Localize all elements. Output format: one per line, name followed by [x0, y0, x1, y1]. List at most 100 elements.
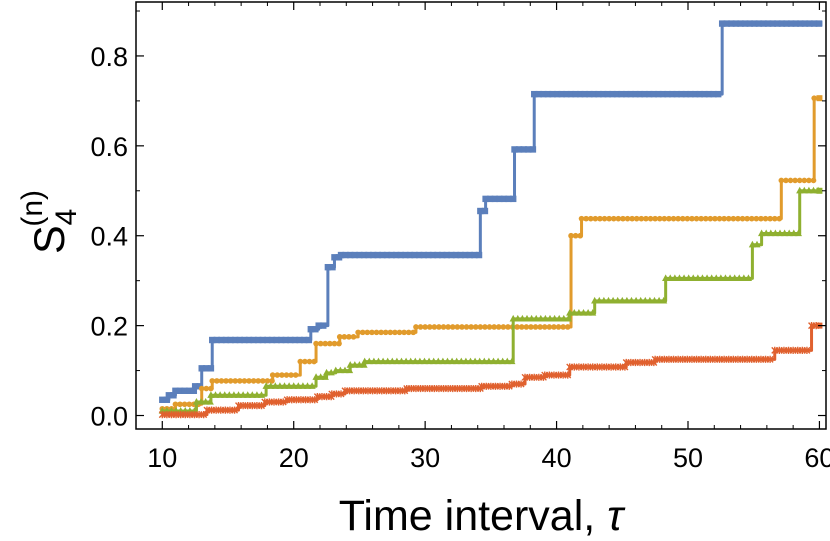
series-marker [597, 215, 603, 222]
series-marker [701, 90, 708, 98]
series-marker [523, 314, 531, 322]
series-marker [471, 357, 479, 365]
series-marker [664, 90, 671, 98]
series-marker [279, 398, 287, 406]
series-marker [797, 20, 804, 27]
series-marker [436, 324, 442, 330]
series-marker [591, 296, 599, 304]
series-marker [320, 322, 327, 329]
series-marker [517, 380, 525, 388]
series-marker [311, 358, 317, 365]
series-marker [660, 296, 668, 304]
series-marker [806, 20, 813, 27]
series-marker [703, 274, 711, 282]
series-marker [448, 251, 455, 259]
series-marker [416, 357, 424, 365]
series-marker [551, 314, 559, 322]
series-marker [564, 371, 572, 379]
series-marker [816, 187, 823, 194]
series-marker [443, 357, 452, 365]
series-marker [209, 378, 216, 384]
series-marker [592, 215, 599, 222]
series-marker [218, 378, 225, 384]
series-marker [241, 378, 248, 384]
series-marker [606, 215, 612, 222]
series-marker [208, 385, 214, 392]
series-marker [702, 215, 709, 222]
series-marker [225, 391, 233, 398]
series-marker [397, 251, 405, 259]
series-marker [613, 90, 621, 98]
series-marker [276, 382, 284, 389]
series-marker [322, 368, 331, 376]
series-marker [355, 329, 361, 336]
x-tick-label: 30 [410, 443, 440, 473]
series-marker [801, 177, 808, 184]
series-marker [673, 90, 681, 98]
series-marker [659, 90, 667, 98]
series-marker [638, 215, 645, 222]
series-marker [387, 329, 394, 336]
series-marker [331, 254, 338, 261]
series-marker [520, 146, 527, 153]
series-marker [321, 373, 329, 380]
series-marker [336, 366, 344, 374]
series-marker [259, 336, 267, 344]
series-marker [505, 195, 512, 203]
series-marker [537, 324, 543, 330]
series-marker [650, 296, 659, 304]
series-marker [776, 229, 784, 237]
series-marker [364, 329, 371, 336]
series-marker [800, 186, 808, 194]
series-marker [264, 336, 271, 344]
series-marker [468, 324, 474, 330]
series-marker [510, 195, 517, 203]
series-marker [739, 215, 746, 222]
series-marker [794, 229, 802, 237]
series-marker [374, 357, 383, 365]
series-marker [728, 20, 735, 27]
series-marker [805, 186, 813, 194]
series-marker [577, 232, 584, 239]
series-marker [181, 401, 188, 408]
series-marker [764, 20, 772, 27]
series-marker [632, 90, 639, 98]
series-marker [222, 336, 230, 344]
series-marker [422, 324, 428, 330]
series-marker [776, 215, 783, 222]
series-marker [294, 382, 302, 389]
series-marker [560, 324, 566, 330]
series-marker [384, 357, 392, 365]
series-marker [327, 368, 335, 376]
series-marker [426, 324, 433, 330]
series-marker [236, 336, 244, 344]
series-marker [491, 324, 497, 330]
y-axis-title-base: S [26, 225, 74, 254]
series-marker [322, 340, 329, 347]
series-marker [564, 324, 571, 330]
series-marker [393, 357, 401, 365]
series-marker [766, 355, 774, 363]
series-marker [346, 334, 352, 340]
series-marker [604, 296, 613, 304]
series-marker [359, 329, 366, 336]
series-marker [778, 20, 786, 27]
y-tick-label: 0.2 [90, 312, 128, 342]
series-marker [486, 324, 493, 330]
series-marker [615, 215, 622, 222]
series-marker [514, 314, 522, 322]
series-marker [774, 20, 781, 27]
series-marker [434, 357, 442, 365]
series-marker [801, 20, 809, 27]
series-marker [555, 324, 562, 330]
series-marker [537, 314, 545, 322]
series-marker [285, 382, 293, 389]
series-marker [342, 251, 349, 259]
series-marker [411, 251, 418, 259]
series-marker [480, 357, 488, 365]
series-marker [463, 324, 470, 330]
series-line [162, 189, 820, 413]
x-tick-label: 40 [542, 443, 572, 473]
series-marker [273, 336, 280, 344]
series-marker [268, 336, 276, 344]
